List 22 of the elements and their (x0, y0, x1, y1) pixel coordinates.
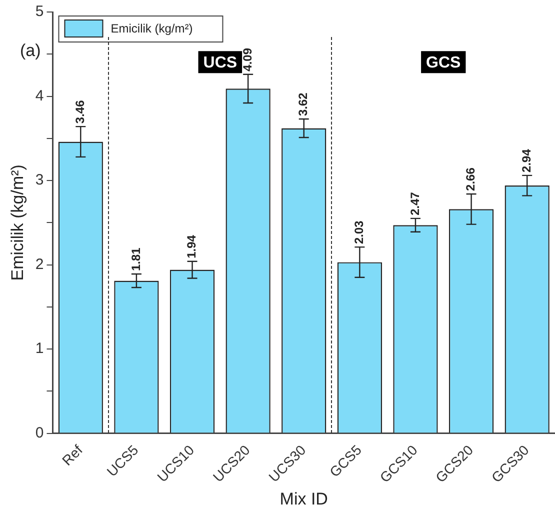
y-axis-title: Emicilik (kg/m²) (8, 164, 27, 281)
data-label: 4.09 (240, 48, 254, 72)
data-label: 1.94 (184, 234, 199, 258)
y-tick-label: 4 (35, 87, 44, 104)
data-label: 2.94 (519, 148, 534, 172)
text: (a) (20, 40, 41, 60)
data-label: 3.62 (296, 92, 310, 116)
y-tick-label: 1 (35, 340, 44, 358)
y-tick-label: 5 (35, 3, 44, 20)
y-tick-label: 3 (35, 172, 44, 189)
data-label: 1.81 (128, 247, 143, 272)
y-tick-label: 0 (35, 424, 44, 442)
data-label: 2.47 (408, 192, 422, 216)
annotation: GCS (426, 54, 462, 72)
data-label: 2.66 (464, 167, 478, 191)
annotation: UCS (203, 54, 238, 72)
data-label: 3.46 (72, 100, 87, 124)
legend-label: Emicilik (kg/m²) (110, 21, 193, 36)
data-label: 2.03 (352, 220, 366, 244)
x-tick-label: Ref (58, 442, 86, 468)
y-tick-label: 2 (35, 256, 44, 273)
x-axis-title: Mix ID (280, 489, 328, 508)
